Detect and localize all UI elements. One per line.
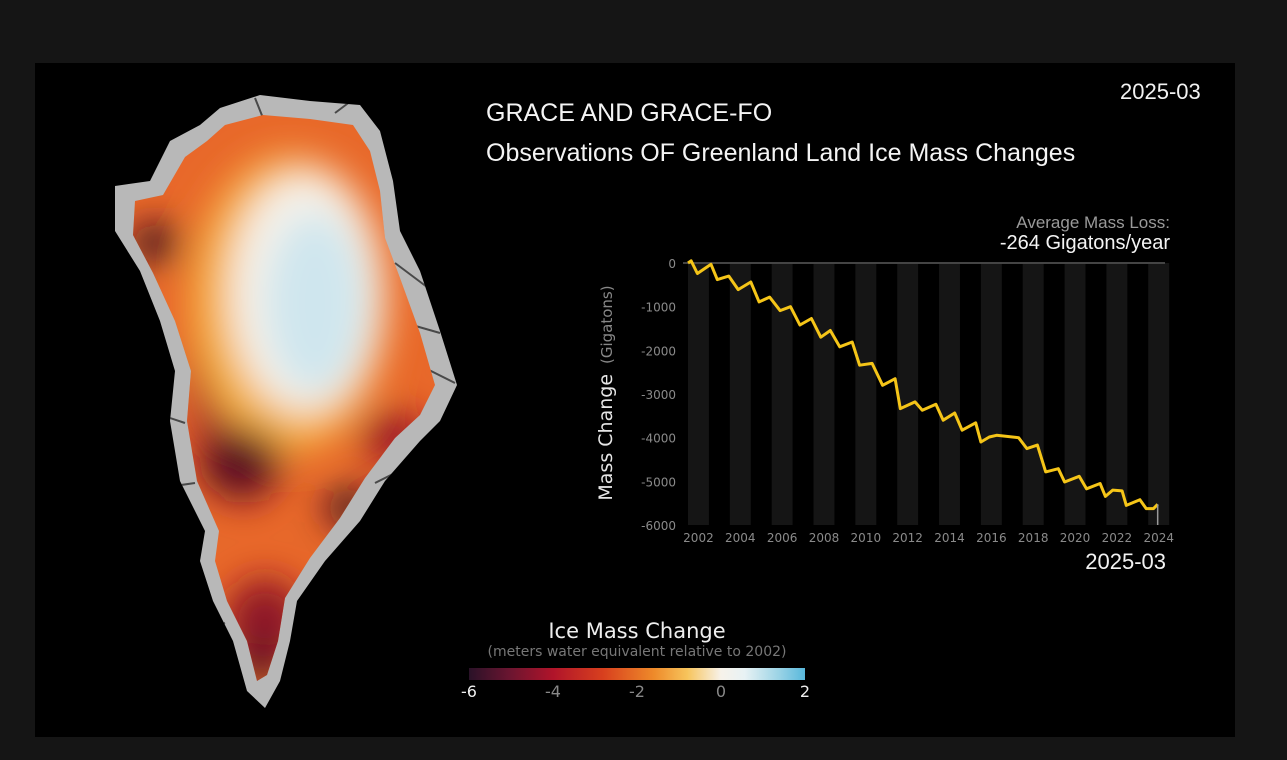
- colorbar-tick: 0: [715, 682, 727, 701]
- x-tick-label: 2014: [934, 531, 965, 545]
- year-band: [1106, 263, 1128, 525]
- year-band: [897, 263, 919, 525]
- colorbar-subtitle: (meters water equivalent relative to 200…: [487, 644, 787, 660]
- x-tick-label: 2018: [1018, 531, 1049, 545]
- y-tick-label: -5000: [641, 475, 676, 489]
- year-band: [729, 263, 751, 525]
- x-tick-label: 2010: [851, 531, 882, 545]
- x-tick-label: 2008: [809, 531, 840, 545]
- series-line: [687, 259, 1159, 511]
- ice-mass-field: [133, 115, 435, 681]
- colorbar: [469, 668, 805, 680]
- title-line-2: Observations OF Greenland Land Ice Mass …: [486, 139, 1076, 167]
- year-band: [855, 263, 877, 525]
- average-loss-value: -264 Gigatons/year: [999, 232, 1170, 254]
- mass-change-chart: 0 -1000 -2000 -3000 -4000 -5000 -6000 2002 2004…: [595, 257, 1174, 545]
- x-tick-label: 2020: [1060, 531, 1091, 545]
- year-band: [813, 263, 835, 525]
- colorbar-tick: -4: [545, 682, 561, 701]
- y-tick-label: -1000: [641, 301, 676, 315]
- title-line-1: GRACE AND GRACE-FO: [486, 99, 773, 127]
- colorbar-tick: -6: [461, 682, 477, 701]
- year-band: [1022, 263, 1044, 525]
- colorbar-tick: -2: [629, 682, 645, 701]
- y-tick-label: -4000: [641, 432, 676, 446]
- y-tick-label: 0: [668, 257, 676, 271]
- x-tick-label: 2004: [725, 531, 756, 545]
- greenland-map: [115, 95, 457, 708]
- x-tick-label: 2002: [683, 531, 714, 545]
- x-tick-label: 2022: [1102, 531, 1133, 545]
- y-tick-label: -6000: [641, 519, 676, 533]
- x-tick-label: 2012: [892, 531, 923, 545]
- y-tick-label: -2000: [641, 344, 676, 358]
- year-band: [980, 263, 1002, 525]
- year-band: [771, 263, 793, 525]
- colorbar-title: Ice Mass Change: [548, 619, 726, 643]
- average-loss-label: Average Mass Loss:: [1016, 213, 1170, 232]
- year-band: [1148, 263, 1170, 525]
- x-tick-label: 2016: [976, 531, 1007, 545]
- date-label: 2025-03: [1120, 79, 1201, 104]
- year-band: [939, 263, 960, 525]
- x-tick-label: 2024: [1143, 531, 1174, 545]
- year-band: [688, 263, 709, 525]
- y-axis-label: Mass Change(Gigatons): [595, 285, 617, 500]
- visualization-panel: 2025-03 GRACE AND GRACE-FO Observations …: [35, 63, 1235, 737]
- y-tick-label: -3000: [641, 388, 676, 402]
- year-band: [1064, 263, 1086, 525]
- colorbar-tick: 2: [799, 682, 811, 701]
- x-tick-label: 2006: [767, 531, 798, 545]
- chart-date-label: 2025-03: [1085, 549, 1166, 574]
